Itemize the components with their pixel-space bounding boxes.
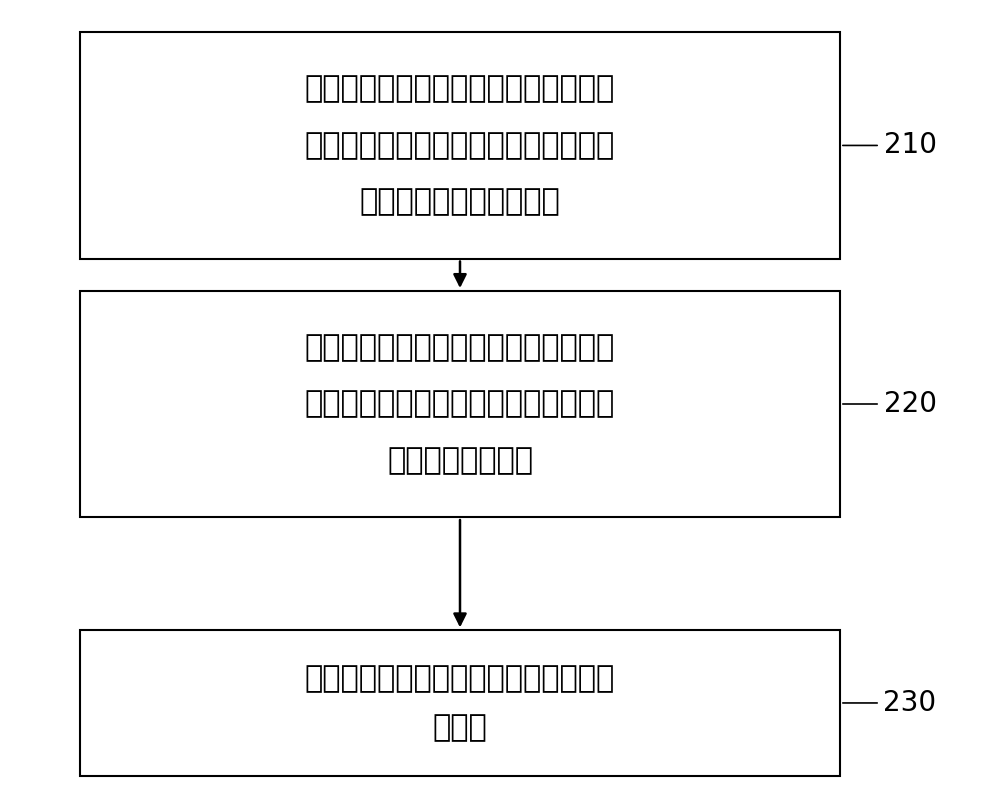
Text: 210: 210 xyxy=(884,132,937,159)
Text: 扭矩，判断外部扭矩的方向与当前行驶: 扭矩，判断外部扭矩的方向与当前行驶 xyxy=(305,131,615,160)
Text: 道方向相反，则判断外部扭矩是否满足: 道方向相反，则判断外部扭矩是否满足 xyxy=(305,389,615,419)
Bar xyxy=(80,32,840,259)
Text: 驶控制: 驶控制 xyxy=(433,713,487,742)
Text: 230: 230 xyxy=(883,689,937,717)
Bar xyxy=(80,291,840,517)
Text: 获取驾驶员对当前行驶车辆施加的外部: 获取驾驶员对当前行驶车辆施加的外部 xyxy=(305,74,615,103)
Text: 若外部扭矩的方向与当前行驶车辆的变: 若外部扭矩的方向与当前行驶车辆的变 xyxy=(305,333,615,362)
Text: 反向超越启动条件: 反向超越启动条件 xyxy=(387,446,533,475)
Text: 若满足，则根据外部扭矩进行车辆的行: 若满足，则根据外部扭矩进行车辆的行 xyxy=(305,664,615,693)
Text: 车辆的变道方向是否相同: 车辆的变道方向是否相同 xyxy=(360,187,560,217)
Text: 220: 220 xyxy=(884,390,937,418)
Bar xyxy=(80,630,840,776)
